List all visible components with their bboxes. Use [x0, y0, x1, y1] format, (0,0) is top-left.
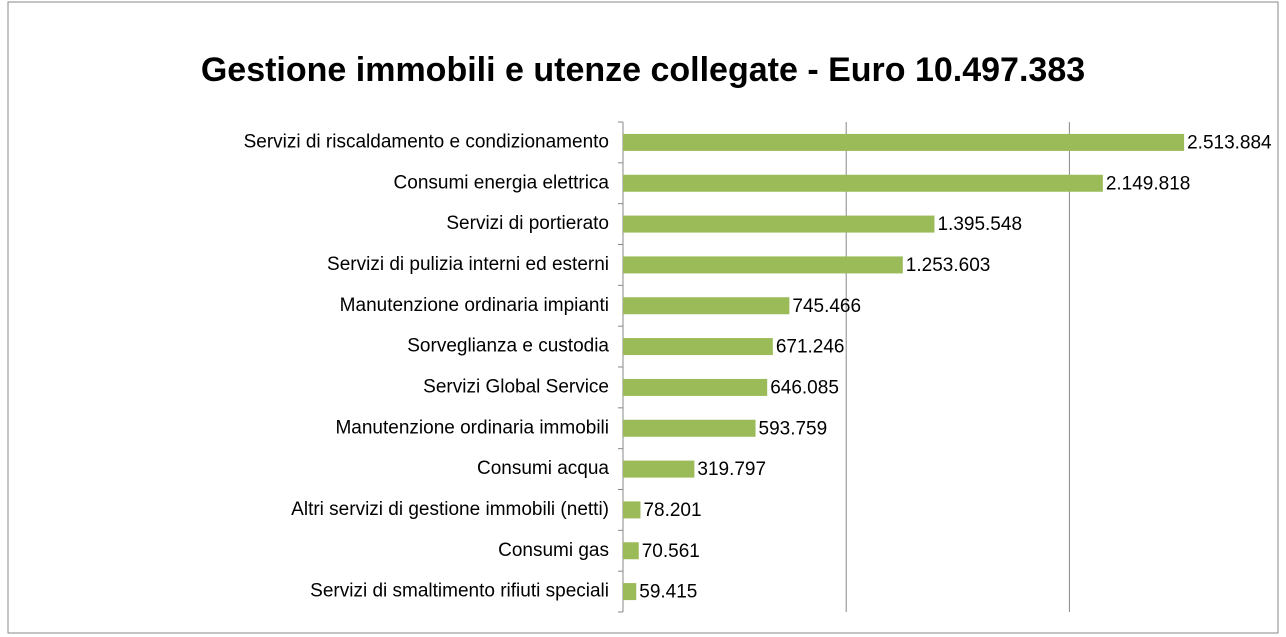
data-label: 593.759 — [759, 418, 828, 439]
bar — [623, 174, 1103, 192]
chart-title: Gestione immobili e utenze collegate - E… — [201, 51, 1085, 89]
bar — [623, 297, 790, 315]
data-label: 2.149.818 — [1106, 173, 1191, 194]
bar — [623, 542, 639, 560]
y-tick-label: Servizi di smaltimento rifiuti speciali — [310, 581, 609, 602]
y-tick-label: Manutenzione ordinaria immobili — [335, 417, 609, 438]
data-label: 1.395.548 — [937, 214, 1022, 235]
data-label: 319.797 — [697, 459, 766, 480]
y-tick-label: Sorveglianza e custodia — [407, 336, 609, 357]
data-label: 2.513.884 — [1187, 132, 1272, 153]
data-label: 745.466 — [792, 296, 861, 317]
y-tick-label: Consumi gas — [498, 540, 609, 561]
data-label: 70.561 — [642, 541, 700, 562]
y-tick-label: Servizi di riscaldamento e condizionamen… — [244, 131, 609, 152]
bar — [623, 256, 903, 274]
bar — [623, 419, 756, 437]
y-tick-label: Altri servizi di gestione immobili (nett… — [291, 499, 609, 520]
bar — [623, 215, 935, 233]
bar — [623, 133, 1185, 151]
data-label: 671.246 — [776, 337, 845, 358]
bar — [623, 338, 773, 356]
data-label: 1.253.603 — [906, 255, 991, 276]
y-tick-label: Servizi Global Service — [423, 376, 609, 397]
bar — [623, 501, 641, 519]
y-tick-label: Consumi energia elettrica — [394, 172, 610, 193]
chart-border — [7, 1, 1279, 634]
y-tick-label: Consumi acqua — [477, 458, 609, 479]
bar — [623, 378, 768, 396]
bar — [623, 583, 637, 601]
y-tick-label: Servizi di portierato — [446, 213, 609, 234]
data-label: 646.085 — [770, 377, 839, 398]
y-tick-label: Servizi di pulizia interni ed esterni — [327, 254, 609, 275]
bar — [623, 460, 695, 478]
data-label: 78.201 — [643, 500, 701, 521]
y-tick-label: Manutenzione ordinaria impianti — [340, 295, 609, 316]
data-label: 59.415 — [639, 582, 697, 603]
